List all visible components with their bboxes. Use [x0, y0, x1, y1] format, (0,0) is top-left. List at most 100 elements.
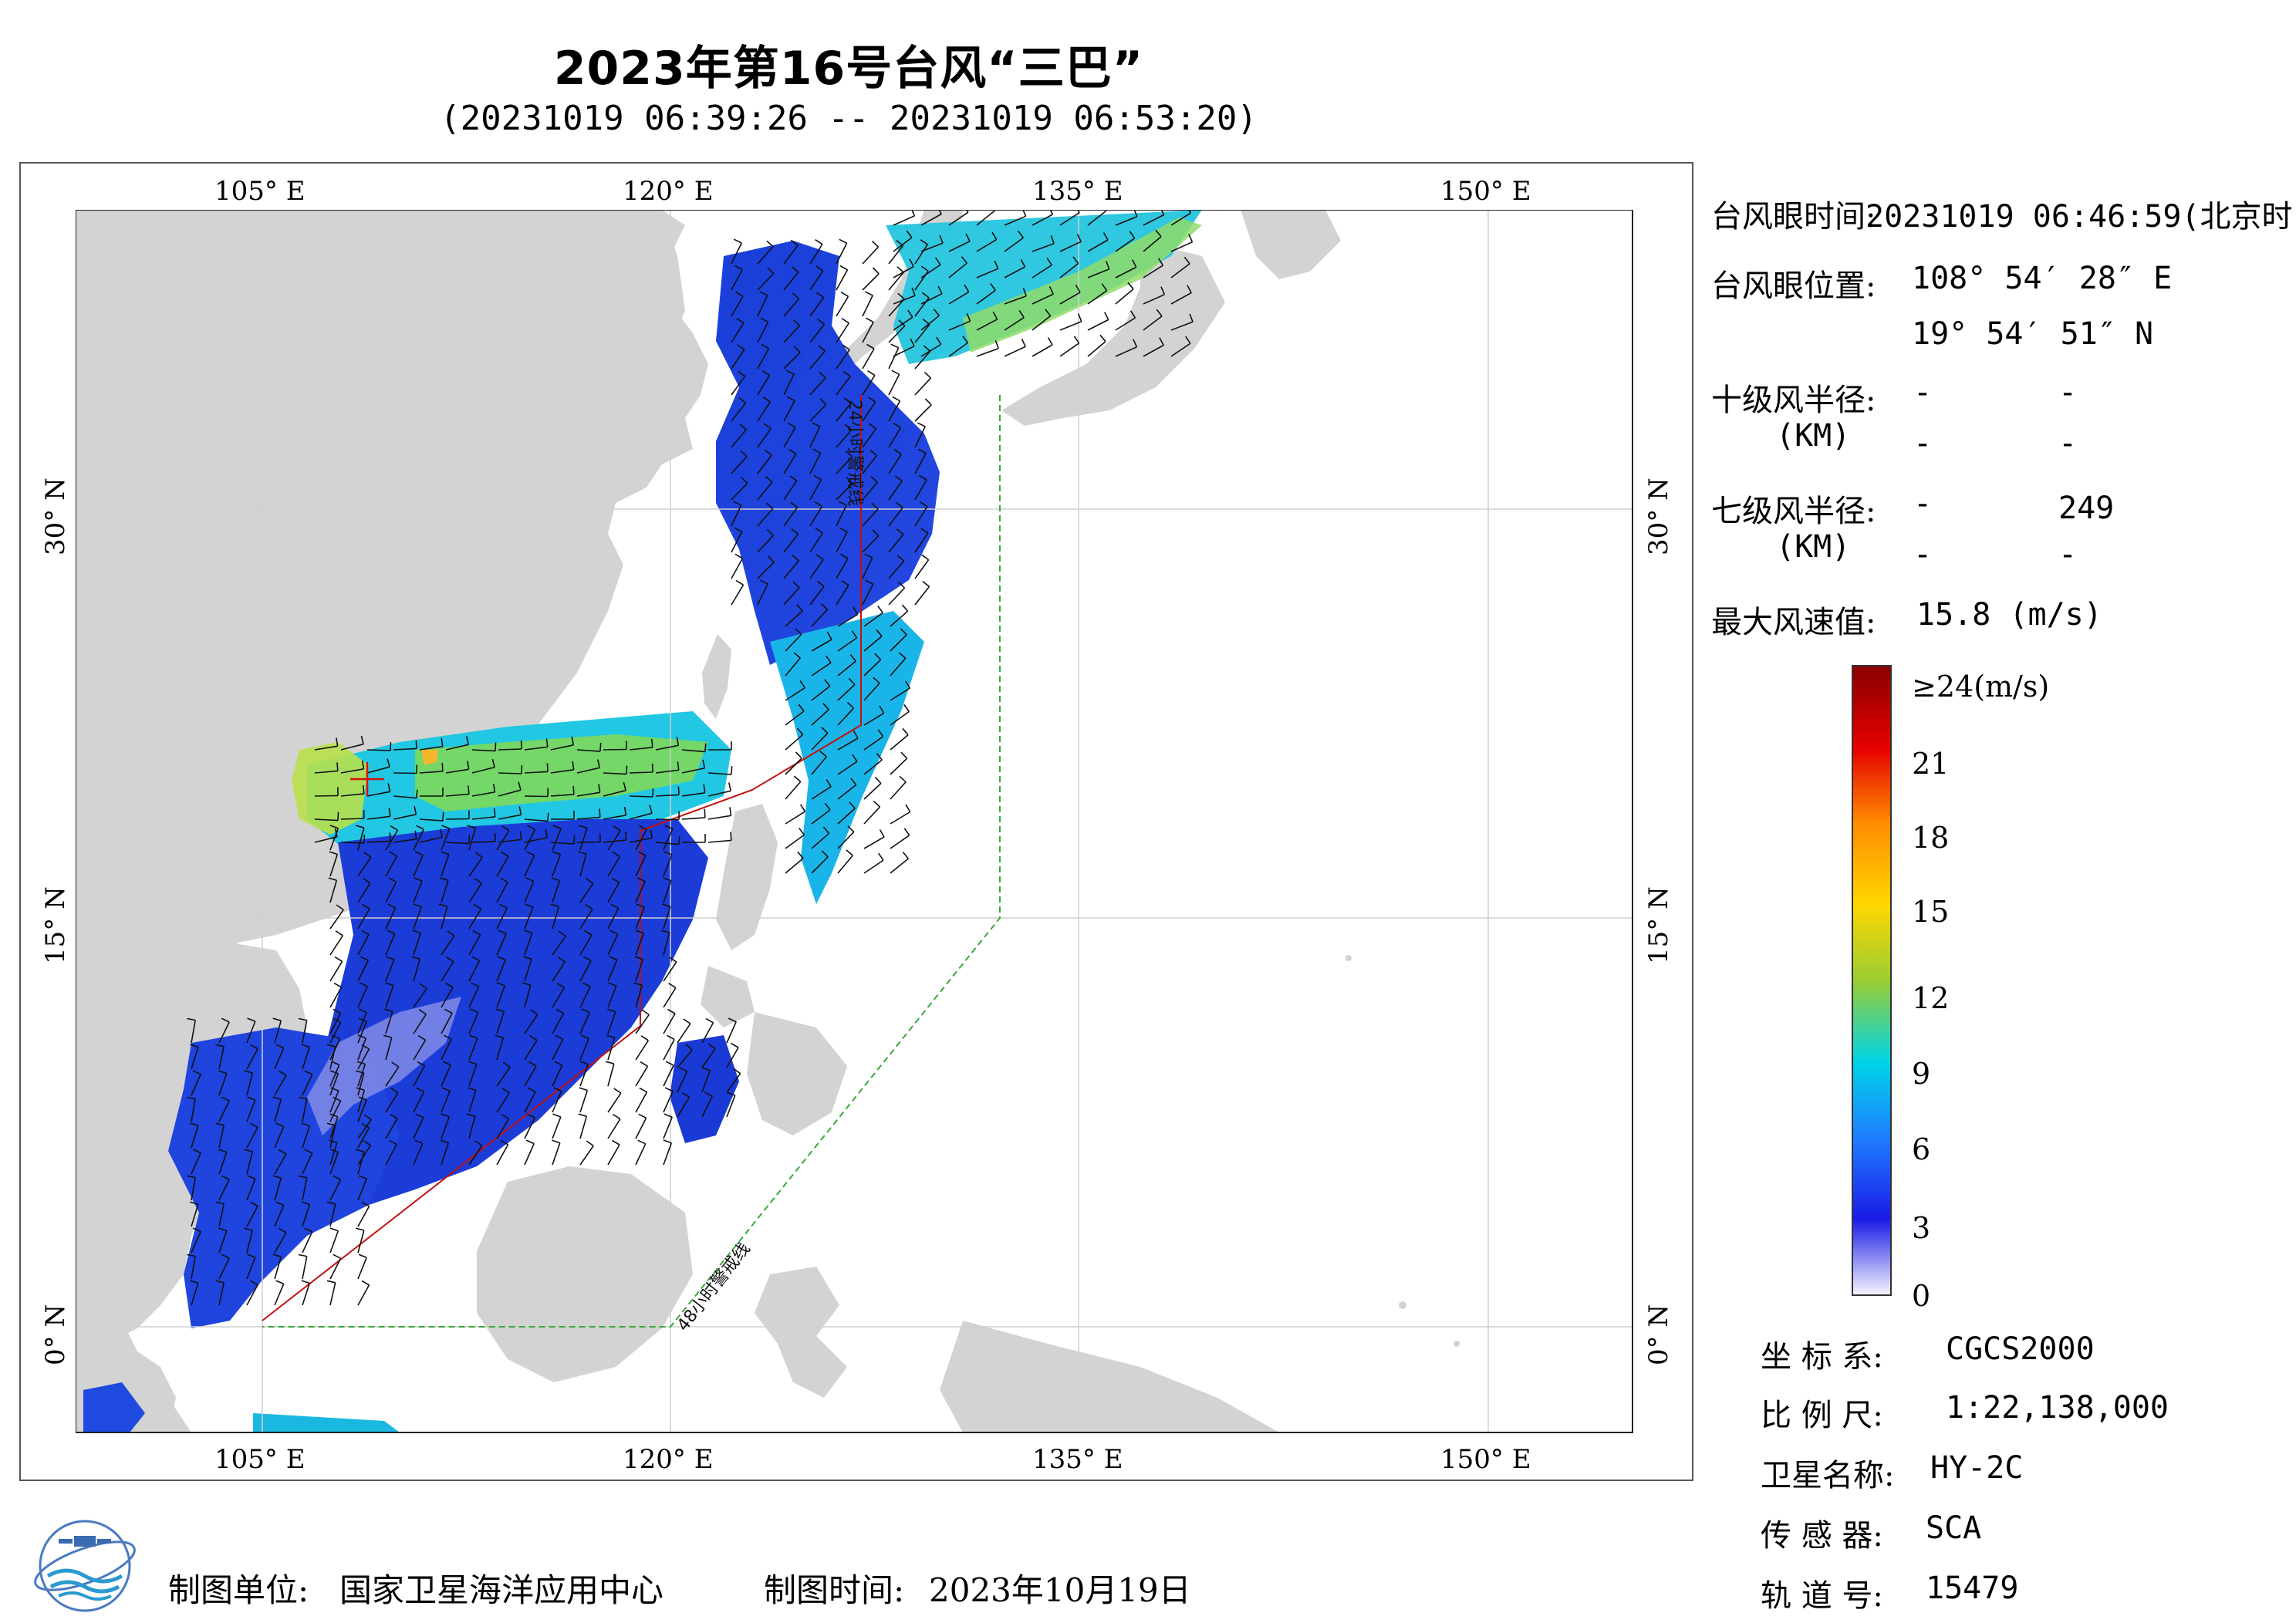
- wind-barb-feather: [824, 679, 831, 687]
- wind-barb: [890, 835, 910, 849]
- wind-barb-feather: [215, 1201, 225, 1205]
- wind-barb: [635, 906, 645, 930]
- wind-barb-feather: [890, 343, 900, 349]
- wind-barb: [496, 855, 509, 877]
- wind-barb: [757, 348, 770, 369]
- orbit-label: 轨 道 号:: [1761, 1578, 1883, 1614]
- wind-barb: [862, 428, 877, 448]
- wind-barb: [579, 1090, 589, 1113]
- wind-barb-feather: [498, 930, 507, 935]
- wind-barb-feather: [896, 239, 903, 247]
- wind-barb: [1087, 268, 1110, 278]
- satellite-value: HY-2C: [1930, 1450, 2024, 1486]
- wind-barb: [1143, 344, 1164, 357]
- wind-barb-feather: [703, 784, 706, 793]
- wind-barb-feather: [840, 291, 849, 297]
- wind-barb-feather: [578, 1113, 587, 1117]
- wind-barb-feather: [466, 1113, 476, 1117]
- land-island: [1454, 1341, 1460, 1347]
- r10-value-nw: -: [2058, 426, 2078, 461]
- wind-barb-feather: [898, 652, 907, 660]
- wind-barb-feather: [879, 829, 885, 838]
- wind-barb: [731, 429, 747, 448]
- wind-barb: [890, 758, 908, 775]
- land-honshu-north: [1001, 241, 1225, 426]
- wind-barb: [890, 858, 909, 874]
- wind-barb-feather: [492, 783, 496, 792]
- wind-barb-feather: [842, 344, 850, 351]
- wind-barb-feather: [903, 828, 910, 836]
- wind-barb-feather: [1129, 310, 1136, 319]
- wind-barb-feather: [558, 930, 566, 937]
- wind-barb-feather: [328, 877, 337, 881]
- wind-barb: [707, 790, 731, 797]
- wind-barb-feather: [1076, 210, 1080, 214]
- wind-barb-feather: [1131, 259, 1137, 268]
- wind-barb: [441, 906, 448, 930]
- wind-barb: [496, 959, 506, 982]
- wind-barb-feather: [793, 652, 801, 659]
- wind-barb: [329, 879, 338, 903]
- wind-barb: [393, 814, 417, 820]
- wind-barb-feather: [386, 956, 395, 960]
- wind-barb: [357, 986, 368, 1008]
- wind-barb-feather: [826, 655, 832, 663]
- lon-tick-top-120: 120° E: [623, 176, 714, 207]
- wind-barb-feather: [545, 738, 549, 747]
- wind-barb: [862, 348, 875, 369]
- wind-barb-feather: [388, 877, 397, 883]
- wind-barb-feather: [442, 812, 444, 822]
- wind-barb: [413, 880, 423, 903]
- wind-barb-feather: [964, 284, 970, 292]
- wind-barb-feather: [793, 346, 801, 353]
- wind-barb-feather: [556, 982, 565, 988]
- wind-barb: [246, 1048, 258, 1070]
- wind-barb-feather: [924, 398, 932, 406]
- lon-tick-top-150: 150° E: [1440, 176, 1531, 207]
- wind-barb-feather: [552, 825, 562, 829]
- wind-barb: [366, 791, 390, 797]
- wind-barb: [707, 772, 731, 775]
- wind-barb: [496, 933, 507, 956]
- wind-barb: [888, 272, 904, 291]
- wind-barb: [811, 609, 829, 627]
- wind-barb: [731, 242, 742, 265]
- wind-barb: [274, 1020, 282, 1044]
- wind-barb-feather: [1187, 285, 1192, 293]
- wind-barb-feather: [419, 983, 427, 990]
- wind-barb: [496, 985, 506, 1008]
- wind-barb: [607, 985, 617, 1008]
- wind-barb: [524, 1143, 535, 1166]
- land-korea: [608, 210, 685, 364]
- wind-barb: [552, 906, 560, 930]
- wind-barb-feather: [1183, 256, 1190, 265]
- wind-barb: [948, 211, 969, 226]
- graticule: [76, 210, 1633, 1432]
- wind-barb: [1087, 319, 1109, 331]
- lat-tick-left-30: 30° N: [40, 477, 71, 555]
- wind-barb-feather: [962, 336, 968, 343]
- wind-barb-feather: [468, 1087, 477, 1092]
- maker-label: 制图单位:: [168, 1571, 309, 1609]
- wind-barb-feather: [389, 1139, 397, 1146]
- wind-barb-feather: [362, 903, 370, 909]
- wind-barb: [329, 1142, 338, 1166]
- wind-barb: [809, 403, 827, 422]
- wind-barb: [1170, 321, 1194, 331]
- wind-barb: [302, 1204, 311, 1227]
- wind-barb-feather: [637, 851, 647, 856]
- wind-barb-feather: [301, 1122, 310, 1127]
- wind-barb: [385, 1118, 398, 1139]
- wind-barb-feather: [572, 761, 575, 770]
- wind-barb: [524, 1040, 538, 1061]
- wind-barb: [890, 687, 910, 701]
- wind-barb-feather: [707, 1043, 716, 1050]
- wind-barb-feather: [734, 553, 743, 559]
- wind-barb-feather: [215, 1044, 225, 1048]
- wind-barb-feather: [1049, 210, 1054, 215]
- wind-barb: [1115, 238, 1136, 252]
- wind-barb: [471, 749, 496, 752]
- wind-barb-feather: [358, 1254, 367, 1258]
- wind-barb: [663, 1013, 676, 1034]
- wind-barb: [888, 587, 906, 606]
